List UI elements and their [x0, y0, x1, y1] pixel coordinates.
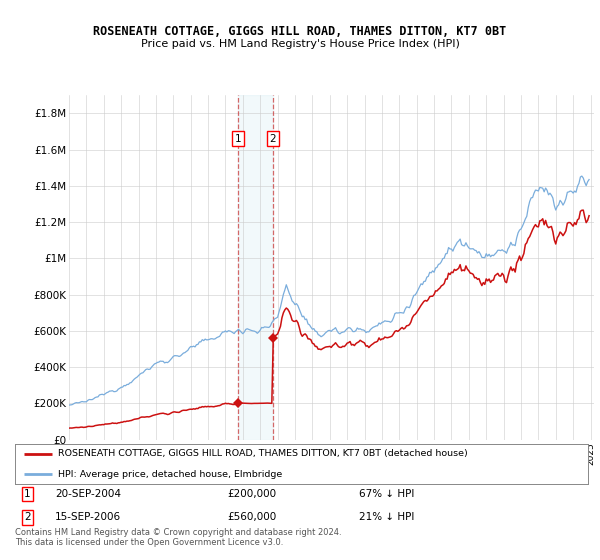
- Text: £560,000: £560,000: [227, 512, 276, 522]
- Text: £200,000: £200,000: [227, 489, 276, 499]
- Text: HPI: Average price, detached house, Elmbridge: HPI: Average price, detached house, Elmb…: [58, 470, 282, 479]
- Text: 2: 2: [269, 134, 276, 144]
- Text: 21% ↓ HPI: 21% ↓ HPI: [359, 512, 414, 522]
- Text: 15-SEP-2006: 15-SEP-2006: [55, 512, 121, 522]
- Text: ROSENEATH COTTAGE, GIGGS HILL ROAD, THAMES DITTON, KT7 0BT (detached house): ROSENEATH COTTAGE, GIGGS HILL ROAD, THAM…: [58, 449, 468, 458]
- Text: Contains HM Land Registry data © Crown copyright and database right 2024.
This d: Contains HM Land Registry data © Crown c…: [15, 528, 341, 547]
- Bar: [238, 95, 273, 440]
- Text: 20-SEP-2004: 20-SEP-2004: [55, 489, 121, 499]
- Text: 67% ↓ HPI: 67% ↓ HPI: [359, 489, 414, 499]
- Text: 1: 1: [235, 134, 241, 144]
- Text: ROSENEATH COTTAGE, GIGGS HILL ROAD, THAMES DITTON, KT7 0BT: ROSENEATH COTTAGE, GIGGS HILL ROAD, THAM…: [94, 25, 506, 38]
- Text: 2: 2: [24, 512, 31, 522]
- Text: Price paid vs. HM Land Registry's House Price Index (HPI): Price paid vs. HM Land Registry's House …: [140, 39, 460, 49]
- Text: 1: 1: [24, 489, 31, 499]
